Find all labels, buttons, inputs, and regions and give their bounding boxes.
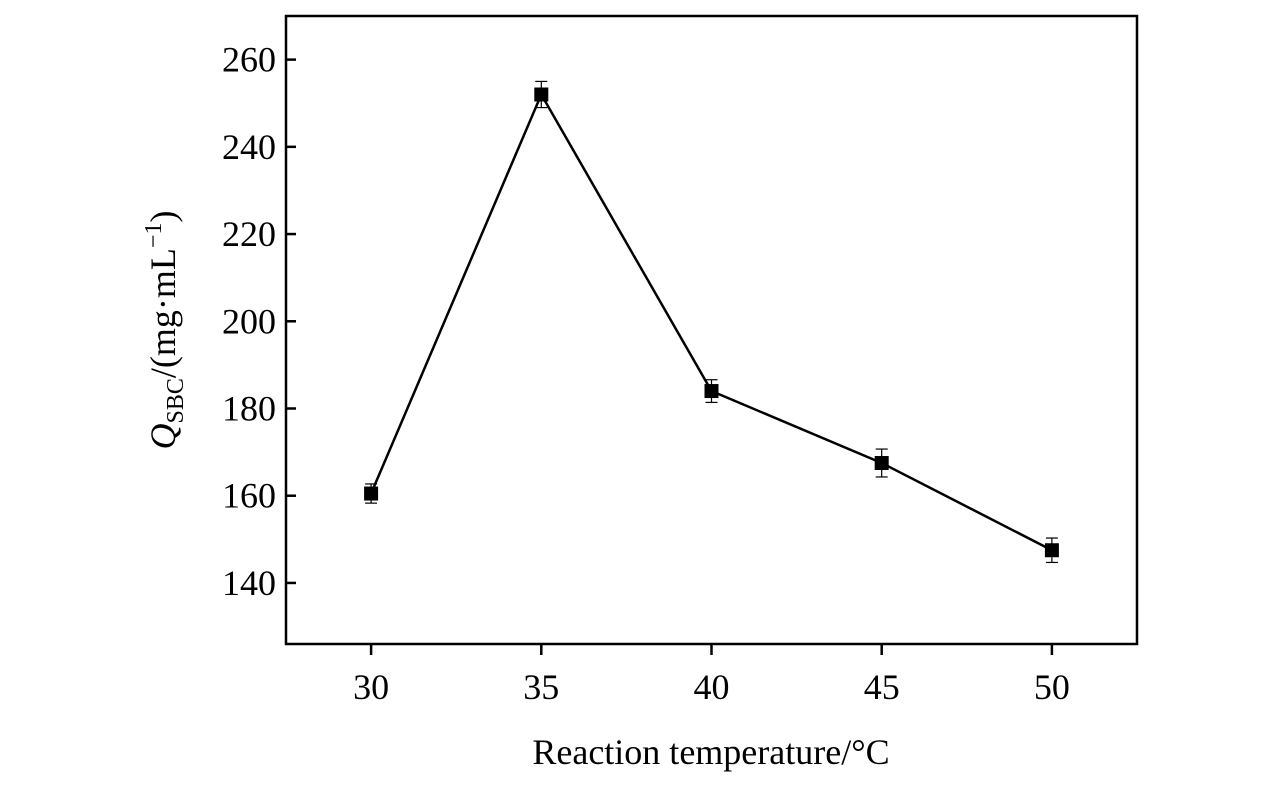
data-point-50 [1044,543,1059,558]
y-axis-title-symbol: Q [143,423,183,449]
series-line [369,91,1053,552]
x-tick-label-40: 40 [694,667,730,707]
plot-frame [284,14,1139,646]
x-tick-label-50: 50 [1034,667,1070,707]
data-series [364,80,1059,564]
data-point-30 [364,486,379,501]
data-point-45 [874,456,889,471]
y-tick-label-140: 140 [222,563,276,603]
y-axis-title-subscript: SBC [163,378,189,423]
y-axis-title-exponent: −1 [141,223,167,249]
y-axis-title-unit: /(mg·mL [143,248,183,378]
x-tick-label-35: 35 [523,667,559,707]
y-axis-title: QSBC/(mg·mL−1) [141,211,189,450]
x-axis: 30 35 40 45 50 [353,644,1070,707]
y-tick-label-260: 260 [222,40,276,80]
y-axis: 140 160 180 200 220 240 260 [222,40,296,603]
y-tick-label-160: 160 [222,476,276,516]
svg-text:QSBC/(mg·mL−1): QSBC/(mg·mL−1) [141,211,189,450]
data-point-40 [704,384,719,399]
y-tick-label-200: 200 [222,301,276,341]
y-tick-label-180: 180 [222,389,276,429]
data-point-35 [534,87,549,102]
x-tick-label-30: 30 [353,667,389,707]
y-tick-label-240: 240 [222,127,276,167]
y-axis-title-unit-close: ) [143,211,183,223]
y-tick-label-220: 220 [222,214,276,254]
x-axis-title: Reaction temperature/°C [532,732,889,772]
x-tick-label-45: 45 [864,667,900,707]
